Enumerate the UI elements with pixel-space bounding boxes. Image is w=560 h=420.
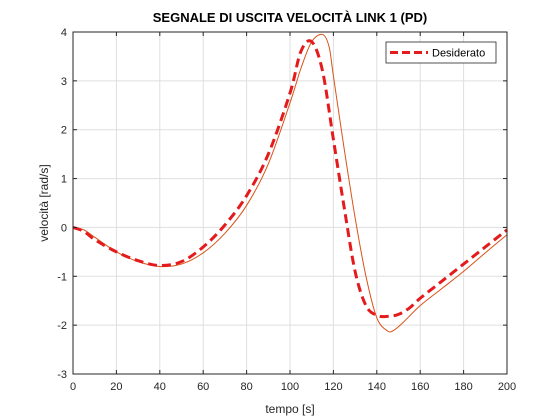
x-tick-label: 160: [411, 381, 429, 393]
y-tick-label: 3: [61, 76, 67, 88]
y-tick-label: 0: [61, 222, 67, 234]
y-tick-label: 1: [61, 174, 67, 186]
y-axis-label: velocità [rad/s]: [37, 164, 51, 241]
x-tick-label: 180: [454, 381, 472, 393]
x-tick-label: 0: [70, 381, 76, 393]
x-tick-label: 100: [281, 381, 299, 393]
chart-title: SEGNALE DI USCITA VELOCITÀ LINK 1 (PD): [153, 10, 427, 25]
series-line-desiderato: [72, 39, 508, 319]
y-tick-label: 4: [61, 27, 67, 39]
tick-layer: 0 20 40 60 80 100 120 140 160 180 200 -3 -2 -1 0 1 2 3 4: [57, 27, 516, 393]
y-tick-label: -1: [57, 271, 67, 283]
legend-box: [385, 41, 497, 64]
x-tick-label: 120: [324, 381, 342, 393]
x-tick-label: 80: [240, 381, 252, 393]
x-tick-label: 20: [110, 381, 122, 393]
y-tick-label: -3: [57, 369, 67, 381]
series-layer: [72, 33, 508, 333]
x-axis-label: tempo [s]: [265, 402, 314, 416]
x-tick-label: 140: [368, 381, 386, 393]
grid-lines: [73, 32, 507, 374]
x-tick-label: 60: [197, 381, 209, 393]
x-tick-label: 200: [498, 381, 516, 393]
legend: Desiderato: [385, 41, 497, 64]
y-tick-label: 2: [61, 125, 67, 137]
y-tick-label: -2: [57, 320, 67, 332]
x-tick-label: 40: [154, 381, 166, 393]
legend-label-desiderato: Desiderato: [432, 48, 485, 60]
